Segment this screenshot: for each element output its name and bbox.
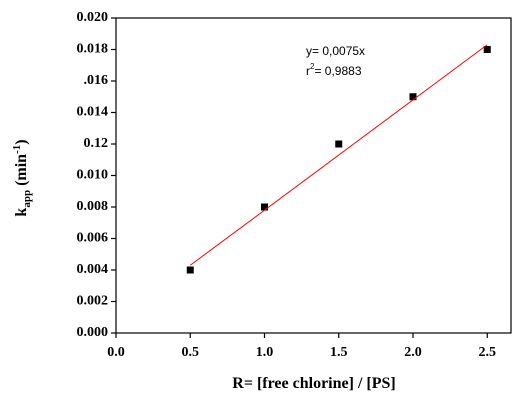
y-tick-label: 0.008 — [77, 199, 109, 214]
y-tick-label: 0.018 — [77, 42, 109, 57]
x-tick-label: 1.0 — [256, 345, 274, 360]
y-tick-label: 0.004 — [77, 262, 109, 277]
y-axis-title: kapp (min-1) — [11, 139, 33, 216]
y-tick-label: 0.12 — [84, 136, 109, 151]
x-tick-label: 0.0 — [107, 345, 125, 360]
y-title-mid: (min — [13, 154, 30, 190]
data-point — [186, 266, 194, 274]
annotation-sup: 2 — [310, 62, 315, 71]
y-tick-label: 0.006 — [77, 231, 109, 246]
y-title-main: k — [13, 208, 30, 217]
y-title-sub: app — [21, 190, 33, 208]
x-tick-label: 2.0 — [404, 345, 422, 360]
y-tick-label: .016 — [84, 73, 109, 88]
x-tick-label: 1.5 — [330, 345, 348, 360]
annotation-rest: = 0,9883 — [314, 64, 361, 78]
y-tick-label: 0.010 — [77, 168, 109, 183]
fit-line — [189, 44, 488, 266]
x-axis-title: R= [free chlorine] / [PS] — [232, 375, 395, 392]
annotation: r2= 0,9883 — [306, 62, 362, 78]
annotation: y= 0,0075x — [306, 44, 365, 58]
y-tick-label: 0.000 — [77, 325, 109, 340]
data-point — [335, 140, 343, 148]
annotation-main: r — [306, 64, 310, 78]
data-point — [483, 46, 491, 53]
y-tick-label: 0.002 — [77, 294, 109, 309]
y-title-sup: -1 — [11, 145, 23, 154]
y-tick-label: 0.020 — [77, 10, 109, 25]
data-point — [409, 93, 417, 101]
y-tick-label: 0.014 — [77, 105, 109, 120]
x-tick-label: 2.5 — [478, 345, 496, 360]
x-tick-label: 0.5 — [181, 345, 199, 360]
y-title-end: ) — [13, 139, 30, 144]
data-point — [260, 203, 268, 211]
